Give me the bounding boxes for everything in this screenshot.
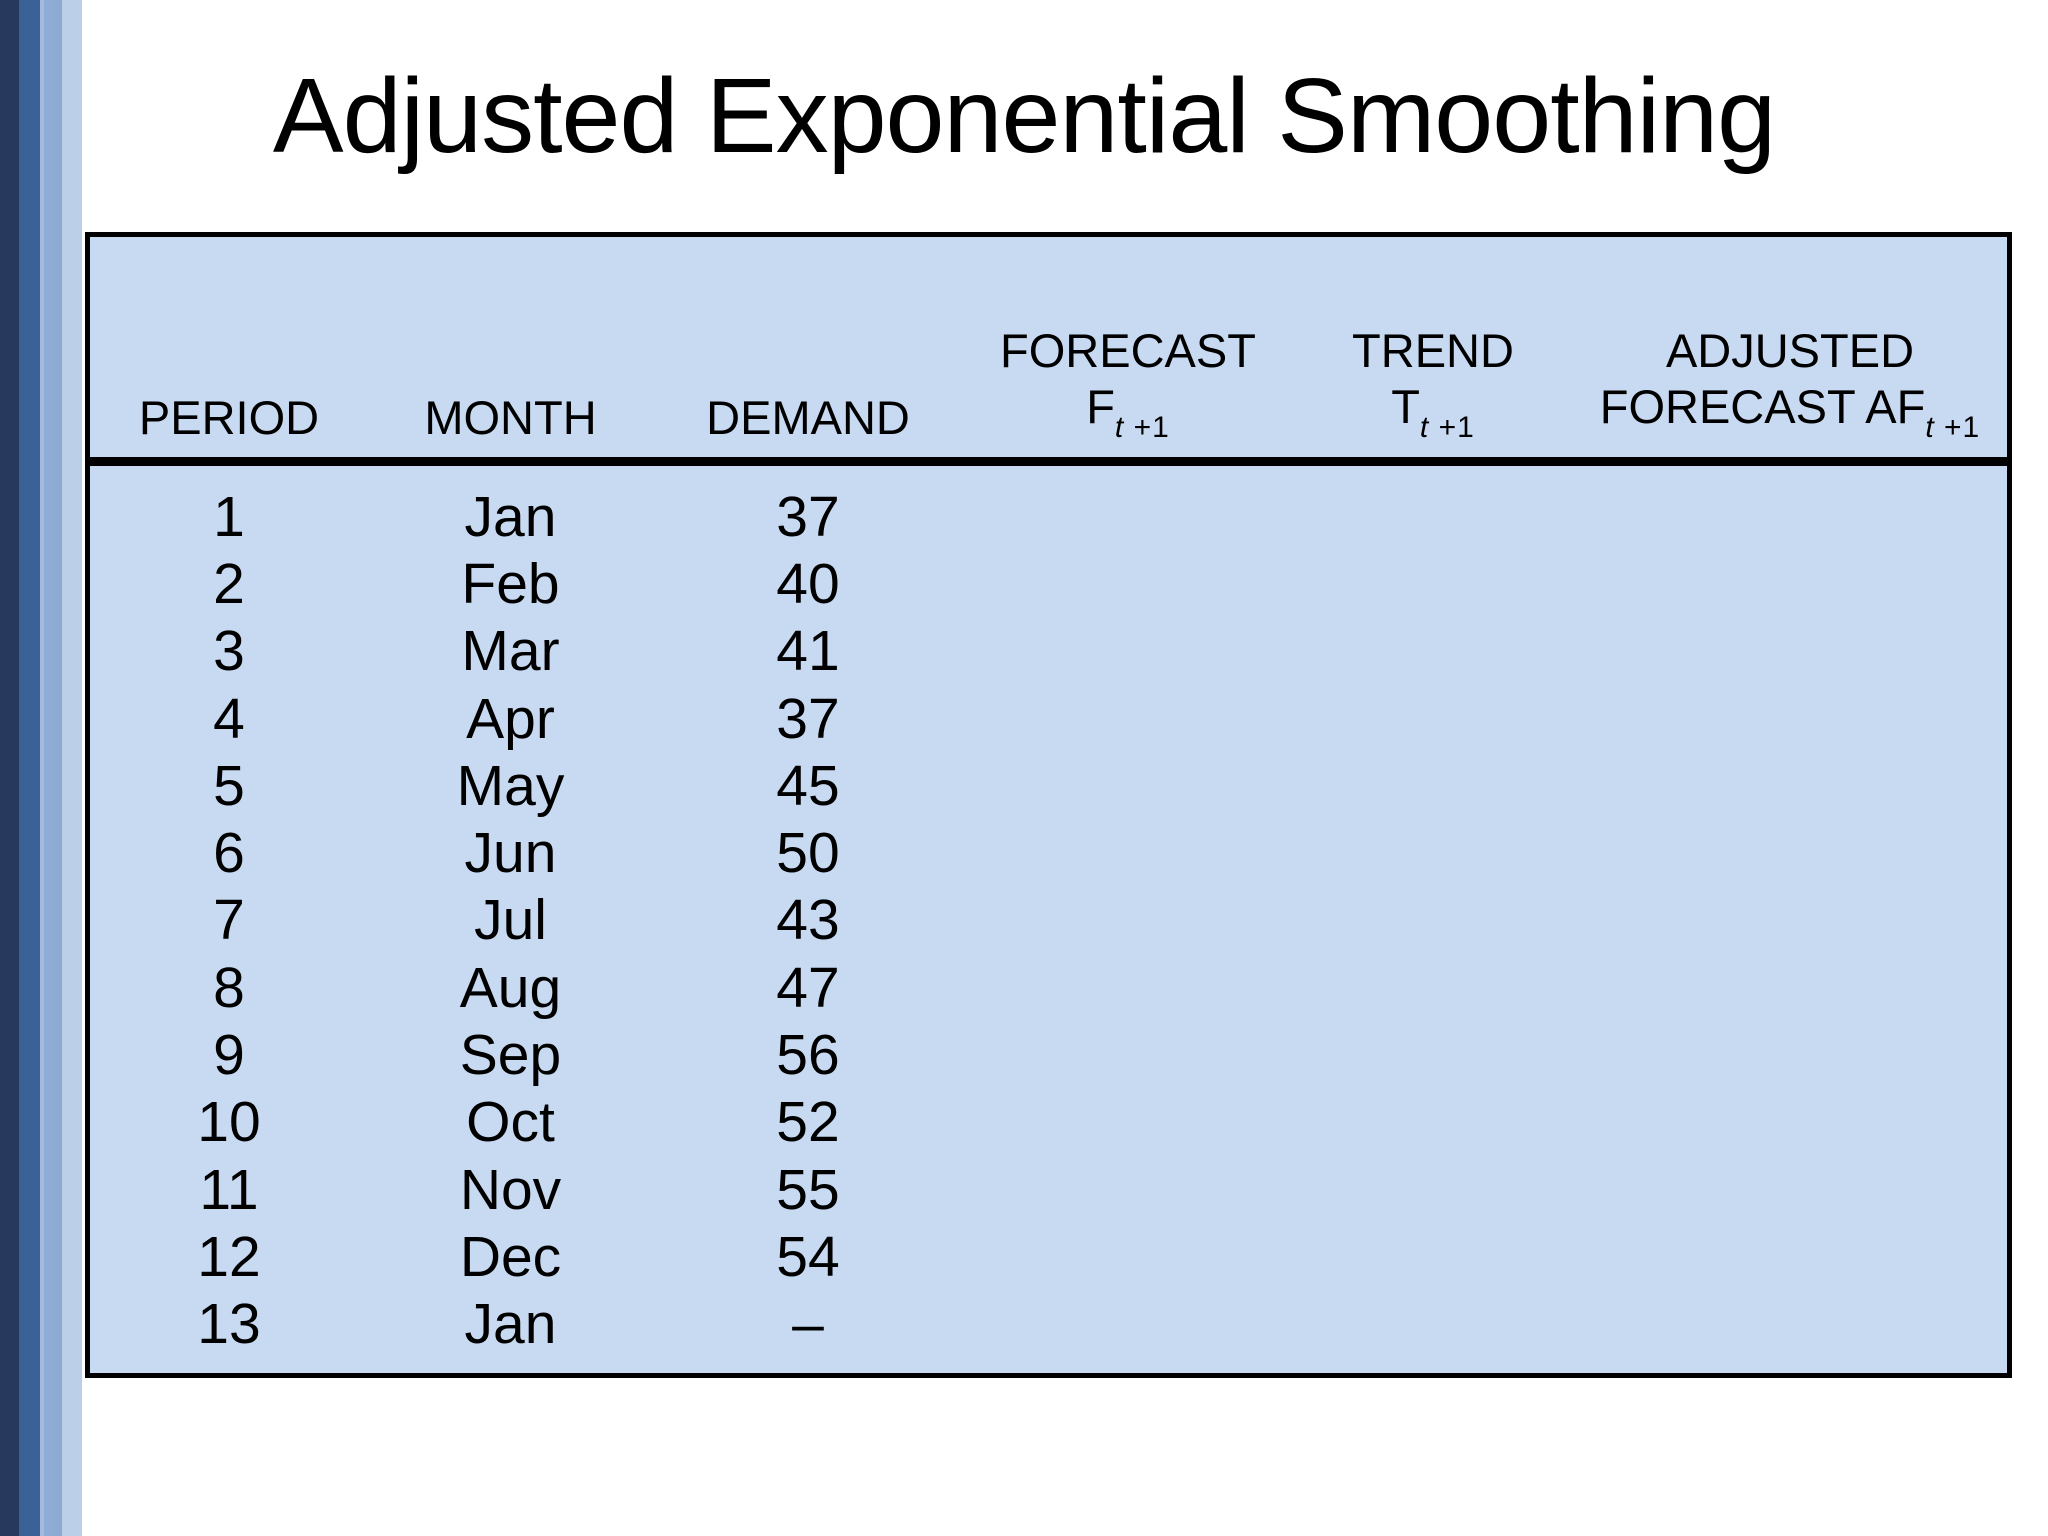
period-cell: 2 <box>213 551 245 616</box>
month-cell: Jun <box>464 821 557 886</box>
adjusted-symbol-subscript: t +1 <box>1925 410 1981 444</box>
demand-cell: 54 <box>776 1224 840 1289</box>
decorative-stripe-dark-navy <box>0 0 19 1536</box>
left-stripe-band <box>0 0 82 1536</box>
demand-cell: 56 <box>776 1023 840 1088</box>
header-month-column: MONTH <box>368 237 653 457</box>
header-period-label: PERIOD <box>138 390 320 444</box>
demand-cell: 50 <box>776 821 840 886</box>
forecast-symbol-subscript: t +1 <box>1114 410 1170 444</box>
table-header: PERIOD MONTH DEMAND FORECAST Ft +1 TREND… <box>90 237 2007 466</box>
period-cell: 12 <box>197 1224 261 1289</box>
period-cell: 9 <box>213 1023 245 1088</box>
demand-cell: 43 <box>776 888 840 953</box>
table-row: 9 Sep 56 <box>90 1021 2007 1088</box>
table-row: 3 Mar 41 <box>90 618 2007 685</box>
demand-cell: 52 <box>776 1090 840 1155</box>
demand-cell: 40 <box>776 551 840 616</box>
header-forecast-column: FORECAST Ft +1 <box>963 237 1293 457</box>
period-cell: 10 <box>197 1090 261 1155</box>
month-cell: Dec <box>459 1224 562 1289</box>
month-cell: Aug <box>459 955 562 1020</box>
month-cell: Oct <box>466 1090 555 1155</box>
month-cell: Jul <box>474 888 547 953</box>
period-cell: 6 <box>213 821 245 886</box>
header-adjusted-symbol: FORECAST AFt +1 <box>1600 379 1980 445</box>
header-trend-symbol: Tt +1 <box>1391 379 1475 445</box>
month-cell: Mar <box>461 619 560 684</box>
table-row: 8 Aug 47 <box>90 954 2007 1021</box>
table-row: 5 May 45 <box>90 752 2007 819</box>
month-cell: Sep <box>459 1023 562 1088</box>
adjusted-symbol-base: FORECAST AF <box>1599 379 1926 433</box>
table-row: 11 Nov 55 <box>90 1156 2007 1223</box>
table-row: 12 Dec 54 <box>90 1223 2007 1290</box>
decorative-stripe-light-blue <box>40 0 62 1536</box>
forecast-symbol-base: F <box>1086 379 1115 433</box>
period-cell: 7 <box>213 888 245 953</box>
table-row: 1 Jan 37 <box>90 483 2007 550</box>
decorative-stripe-pale-blue <box>62 0 82 1536</box>
demand-cell: 47 <box>776 955 840 1020</box>
month-cell: Nov <box>459 1157 562 1222</box>
period-cell: 8 <box>213 955 245 1020</box>
period-cell: 11 <box>199 1157 259 1222</box>
month-cell: Jan <box>464 484 557 549</box>
demand-table: PERIOD MONTH DEMAND FORECAST Ft +1 TREND… <box>85 232 2012 1378</box>
month-cell: Feb <box>461 551 560 616</box>
table-row: 4 Apr 37 <box>90 685 2007 752</box>
demand-cell: 41 <box>776 619 840 684</box>
demand-cell: – <box>792 1292 824 1357</box>
page-title: Adjusted Exponential Smoothing <box>272 57 1776 175</box>
period-cell: 3 <box>213 619 245 684</box>
trend-symbol-subscript: t +1 <box>1419 410 1475 444</box>
table-row: 13 Jan – <box>90 1291 2007 1358</box>
period-cell: 13 <box>197 1292 261 1357</box>
header-period-column: PERIOD <box>90 237 368 457</box>
table-row: 6 Jun 50 <box>90 819 2007 886</box>
table-row: 10 Oct 52 <box>90 1089 2007 1156</box>
table-body: 1 Jan 37 2 Feb 40 3 Mar 41 <box>90 466 2007 1358</box>
header-trend-label: TREND <box>1352 324 1514 378</box>
header-forecast-label: FORECAST <box>1000 324 1256 378</box>
period-cell: 5 <box>213 753 245 818</box>
month-cell: Jan <box>464 1292 557 1357</box>
header-adjusted-forecast-column: ADJUSTED FORECAST AFt +1 <box>1573 237 2007 457</box>
header-demand-column: DEMAND <box>653 237 963 457</box>
header-trend-column: TREND Tt +1 <box>1293 237 1573 457</box>
demand-cell: 45 <box>776 753 840 818</box>
trend-symbol-base: T <box>1391 379 1420 433</box>
table-row: 2 Feb 40 <box>90 550 2007 617</box>
header-month-label: MONTH <box>424 390 597 444</box>
header-forecast-symbol: Ft +1 <box>1086 379 1170 445</box>
month-cell: May <box>456 753 565 818</box>
demand-cell: 37 <box>776 686 840 751</box>
header-adjusted-label: ADJUSTED <box>1665 324 1915 378</box>
period-cell: 4 <box>213 686 245 751</box>
header-demand-label: DEMAND <box>706 390 910 444</box>
decorative-stripe-medium-blue <box>19 0 40 1536</box>
period-cell: 1 <box>213 484 245 549</box>
month-cell: Apr <box>466 686 555 751</box>
demand-cell: 37 <box>776 484 840 549</box>
demand-cell: 55 <box>776 1157 840 1222</box>
table-row: 7 Jul 43 <box>90 887 2007 954</box>
